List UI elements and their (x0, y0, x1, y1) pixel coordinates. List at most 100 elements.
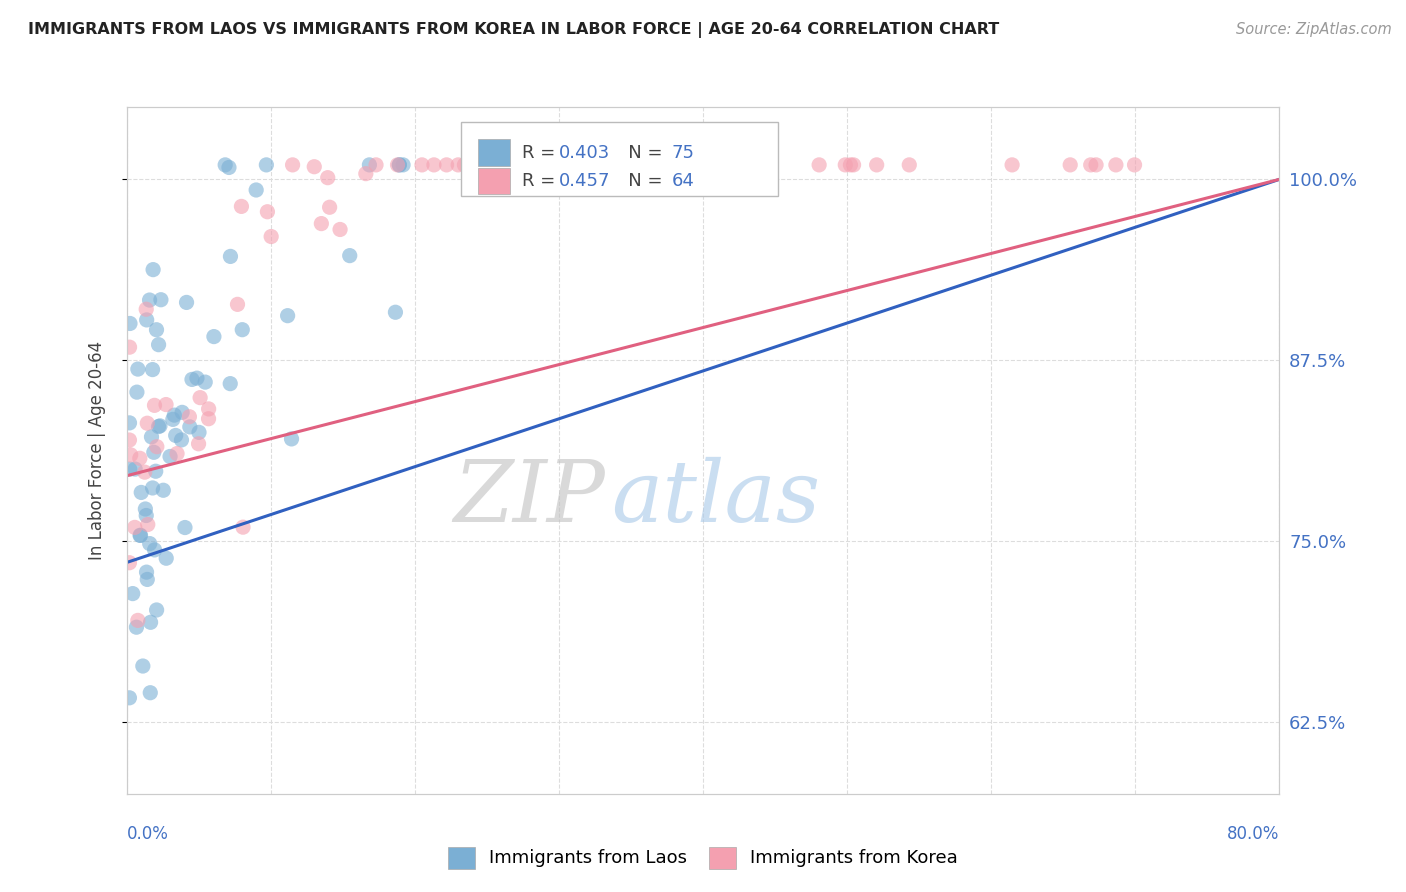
Point (537, 158, 560, 172)
Point (740, 158, 762, 172)
Point (139, 615, 162, 630)
Point (174, 520, 197, 534)
Point (554, 158, 576, 172)
Point (118, 433, 141, 447)
Point (232, 520, 254, 534)
Point (139, 686, 162, 700)
Point (277, 309, 299, 323)
Point (839, 158, 862, 172)
Point (142, 481, 165, 495)
Point (143, 398, 166, 412)
Point (740, 158, 762, 172)
Point (1080, 158, 1102, 172)
Point (254, 158, 277, 172)
Point (747, 158, 769, 172)
Point (159, 450, 181, 464)
Text: N =: N = (610, 172, 668, 190)
Point (165, 428, 187, 442)
Point (148, 337, 170, 351)
Point (124, 520, 146, 534)
Point (145, 464, 167, 478)
Point (436, 158, 458, 172)
Point (129, 485, 152, 500)
Point (188, 425, 211, 440)
Text: 80.0%: 80.0% (1227, 825, 1279, 843)
Point (516, 158, 538, 172)
Point (575, 158, 598, 172)
Point (129, 528, 152, 542)
Point (834, 158, 856, 172)
Point (125, 385, 148, 400)
Point (134, 465, 156, 479)
Point (142, 445, 165, 459)
Point (304, 160, 326, 174)
Point (197, 401, 219, 416)
Point (696, 158, 718, 172)
Text: 64: 64 (672, 172, 695, 190)
Point (318, 200, 340, 214)
Point (163, 408, 186, 422)
Point (118, 462, 141, 476)
Point (1001, 158, 1024, 172)
Point (143, 542, 166, 557)
Point (138, 536, 160, 550)
Point (1085, 158, 1108, 172)
FancyBboxPatch shape (478, 168, 510, 194)
Point (197, 411, 219, 425)
Point (1123, 158, 1146, 172)
Point (260, 229, 283, 244)
Point (533, 158, 555, 172)
Text: 0.457: 0.457 (558, 172, 610, 190)
Point (145, 323, 167, 337)
Point (411, 158, 433, 172)
Point (152, 483, 174, 498)
Point (502, 158, 524, 172)
Point (187, 437, 209, 451)
Text: N =: N = (610, 144, 668, 161)
Point (387, 158, 409, 172)
Point (148, 419, 170, 434)
Point (146, 440, 169, 454)
Point (808, 158, 831, 172)
Point (202, 329, 225, 343)
Point (898, 158, 921, 172)
Point (364, 158, 387, 172)
Point (136, 517, 159, 532)
Point (135, 565, 157, 579)
Point (699, 158, 721, 172)
Point (697, 158, 720, 172)
Point (339, 249, 361, 263)
Text: 0.0%: 0.0% (127, 825, 169, 843)
Point (638, 158, 661, 172)
Point (135, 313, 157, 327)
Point (685, 158, 707, 172)
Point (470, 158, 492, 172)
Point (359, 158, 381, 172)
Point (129, 528, 152, 542)
Point (329, 222, 352, 236)
Point (145, 603, 167, 617)
Point (118, 690, 141, 705)
Point (866, 158, 889, 172)
Point (423, 158, 446, 172)
Point (1059, 158, 1081, 172)
Text: atlas: atlas (610, 458, 820, 540)
Point (447, 158, 470, 172)
Point (172, 405, 194, 419)
Point (127, 362, 149, 376)
Point (135, 508, 157, 523)
Point (188, 391, 211, 405)
Point (121, 586, 143, 600)
Point (219, 376, 242, 391)
Point (118, 317, 141, 331)
FancyBboxPatch shape (478, 139, 510, 166)
Point (118, 416, 141, 430)
Point (155, 551, 177, 566)
Point (536, 158, 558, 172)
Point (125, 620, 148, 634)
Point (465, 158, 488, 172)
Point (142, 362, 165, 376)
Point (465, 158, 488, 172)
Point (256, 204, 278, 219)
Point (280, 432, 302, 446)
